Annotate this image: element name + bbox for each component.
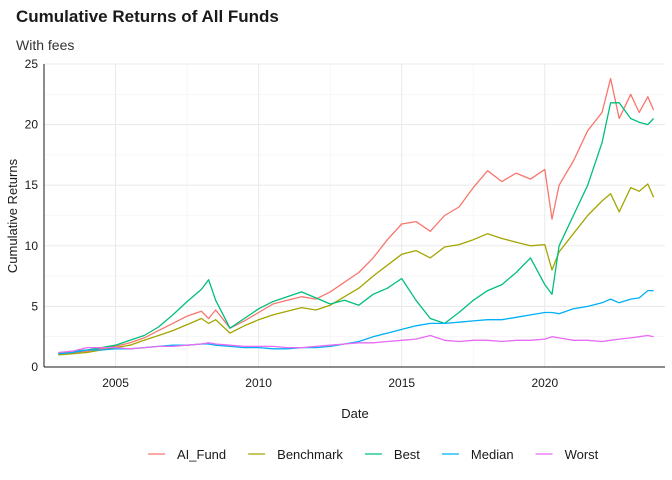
y-tick-label: 10 [25,239,39,253]
x-tick-label: 2010 [245,376,272,390]
y-axis-title: Cumulative Returns [5,158,20,273]
legend-item-benchmark: Benchmark [248,447,343,462]
legend: AI_Fund Benchmark Best Median Worst [148,447,599,462]
legend-label-benchmark: Benchmark [277,447,343,462]
legend-item-worst: Worst [535,447,599,462]
axis-layer: 0 5 10 15 20 25 2005 2010 2015 2020 [25,57,665,390]
chart-title: Cumulative Returns of All Funds [16,7,279,26]
legend-item-median: Median [441,447,514,462]
chart-subtitle: With fees [16,37,75,53]
legend-label-worst: Worst [565,447,599,462]
legend-item-ai-fund: AI_Fund [148,447,226,462]
x-tick-label: 2015 [388,376,415,390]
legend-item-best: Best [364,447,420,462]
series-line-median [58,289,654,355]
series-line-worst [58,334,654,354]
y-tick-label: 25 [25,57,39,71]
y-tick-label: 5 [31,299,38,313]
y-tick-label: 0 [31,360,38,374]
x-tick-label: 2020 [531,376,558,390]
legend-label-ai-fund: AI_Fund [177,447,226,462]
y-tick-label: 20 [25,118,39,132]
series-line-best [58,102,655,355]
series-line-ai-fund [58,77,655,355]
legend-label-median: Median [471,447,514,462]
legend-label-best: Best [394,447,420,462]
series-layer [58,77,655,356]
x-axis-title: Date [341,406,368,421]
grid-layer [44,63,665,368]
series-line-benchmark [58,183,655,356]
x-tick-label: 2005 [102,376,129,390]
y-tick-label: 15 [25,178,39,192]
